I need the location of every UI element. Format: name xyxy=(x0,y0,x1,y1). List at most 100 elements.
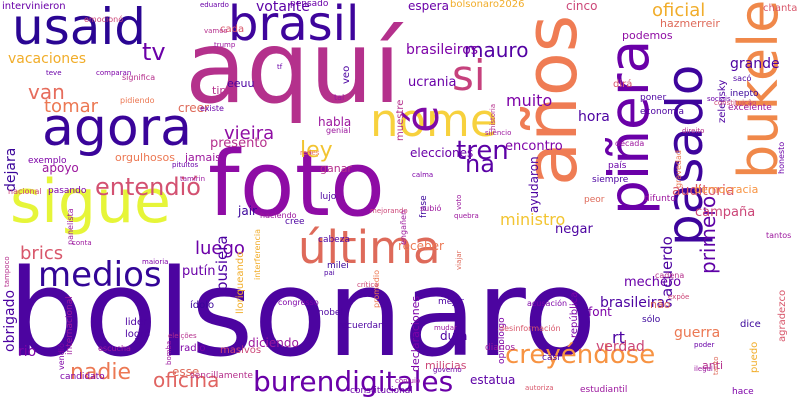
word-entendio: entendió xyxy=(95,173,201,201)
word-campana: campaña xyxy=(695,205,756,220)
word-verdad: verdad xyxy=(596,339,645,355)
word-honesto: honesto xyxy=(777,141,786,174)
word-bolsonaro2026: bolsonaro2026 xyxy=(450,0,525,10)
word-milei: milei xyxy=(327,261,349,271)
word-viajar: viajar xyxy=(455,250,463,271)
word-muito: muito xyxy=(506,91,553,110)
word-rio: rio xyxy=(18,344,37,360)
word-quebra: quebra xyxy=(454,212,479,220)
word-eduardo: eduardo xyxy=(200,1,229,9)
word-brics: brics xyxy=(20,243,64,264)
word-encontro: encontro xyxy=(505,139,563,154)
word-milicias: milicias xyxy=(425,359,467,372)
word-republica: república xyxy=(569,291,580,338)
word-nobel: nobel xyxy=(318,308,343,318)
word-intervinieron: intervinieron xyxy=(2,1,66,12)
word-sociais: sociais xyxy=(707,95,731,103)
word-haciendo: haciendo xyxy=(260,211,297,220)
word-pusiera: pusiera xyxy=(213,235,231,291)
word-mejor: mejor xyxy=(438,297,465,307)
word-candidato: candidato xyxy=(60,372,105,382)
word-dice: dice xyxy=(740,319,761,330)
word-calma: calma xyxy=(412,171,434,179)
word-inepto: inepto xyxy=(730,89,759,99)
word-tampoco: tampoco xyxy=(3,256,11,287)
word-sencillamente: sencillamente xyxy=(190,371,253,381)
word-logro: logró xyxy=(125,329,151,340)
word-eeuu: eeuu xyxy=(227,77,255,90)
word-oficina: oficina xyxy=(153,368,220,392)
word-pituitos: pituitos xyxy=(172,161,199,169)
word-emociono: emocionó xyxy=(84,15,124,24)
word-maioria: maioria xyxy=(142,258,169,266)
word-ultima: última xyxy=(298,221,441,274)
word-pai: pai xyxy=(324,269,335,277)
word-difunto: difunto xyxy=(644,194,676,204)
word-ley: ley xyxy=(300,138,333,163)
word-mauro: mauro xyxy=(464,38,529,62)
word-pais: país xyxy=(608,161,627,171)
word-ayudaron: ayudaron xyxy=(527,156,541,213)
word-nao: não xyxy=(650,298,671,311)
word-esse: esse xyxy=(172,365,200,379)
word-direito: direito xyxy=(682,127,705,135)
word-genial: genial xyxy=(326,126,351,135)
word-vamos: vamos xyxy=(204,27,228,35)
word-promedio: promedio xyxy=(372,270,381,308)
word-agora: agora xyxy=(42,98,192,158)
word-subio: subió xyxy=(420,204,442,213)
word-diarios: diarios xyxy=(485,343,516,353)
word-veo: veo xyxy=(341,65,352,84)
word-cadena: cadena xyxy=(655,271,685,280)
word-vendio: vendió xyxy=(57,343,66,370)
word-luego: luego xyxy=(195,238,245,259)
word-bolsonaro: bolsonaro xyxy=(8,245,597,384)
word-casi: casi xyxy=(542,353,560,363)
word-mudar: mudar xyxy=(434,324,457,332)
word-internacional: internacional xyxy=(65,296,75,355)
word-foto: foto xyxy=(208,132,386,237)
word-radio: radio xyxy=(180,343,206,354)
word-grande: grande xyxy=(730,56,780,72)
word-habla: habla xyxy=(318,115,352,129)
word-hora: hora xyxy=(578,109,610,125)
word-putin: putín xyxy=(182,264,216,279)
word-ilegal: ilegal xyxy=(694,365,713,373)
word-auditoria: auditoria xyxy=(672,183,735,199)
word-cabeza: cabeza xyxy=(318,235,350,245)
word-tipo: tipo xyxy=(212,84,234,97)
word-cada: cada xyxy=(220,24,245,35)
word-eleicoes: eleições xyxy=(168,332,197,340)
word-dira: dirá xyxy=(613,79,633,90)
word-significa: significa xyxy=(122,73,156,82)
word-tanto: tanto xyxy=(712,356,720,376)
word-tv: tv xyxy=(142,38,166,66)
word-poder: poder xyxy=(694,341,715,349)
word-saco: sacó xyxy=(733,74,752,83)
word-dura: dura xyxy=(440,329,468,343)
word-comparan: comparan xyxy=(96,69,132,77)
word-teve: teve xyxy=(46,69,62,77)
word-escucha: escucha xyxy=(98,344,131,353)
word-burendigitales: burendigitales xyxy=(253,365,454,398)
word-jair: jair xyxy=(238,204,257,218)
word-constituicao: constituição xyxy=(714,99,757,107)
word-estudiantil: estudiantil xyxy=(580,385,628,395)
word-brasil: brasil xyxy=(228,0,360,52)
word-usaid: usaid xyxy=(12,0,147,56)
word-si: si xyxy=(452,51,486,100)
word-recuerdan: recuerdan xyxy=(338,321,384,331)
word-hace: hace xyxy=(732,387,754,397)
word-constitucional: constitucional xyxy=(350,386,413,396)
word-masivos: masivos xyxy=(220,345,262,356)
word-vieira: vieira xyxy=(224,123,275,144)
word-trump: trump xyxy=(214,41,236,49)
word-redes: redes xyxy=(300,149,320,157)
word-ministro: ministro xyxy=(500,210,566,229)
word-creyendose: creyéndose xyxy=(505,340,656,370)
word-tren: tren xyxy=(456,136,509,166)
word-siempre: siempre xyxy=(592,175,629,185)
word-tamirin: tamirin xyxy=(180,175,206,183)
word-excelente: excelente xyxy=(728,103,772,113)
